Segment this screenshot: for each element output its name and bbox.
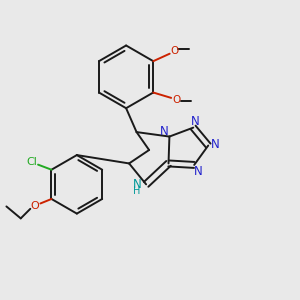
- Text: O: O: [30, 201, 39, 211]
- Text: N: N: [194, 165, 202, 178]
- Text: N: N: [191, 115, 200, 128]
- Text: O: O: [170, 46, 178, 56]
- Text: N: N: [133, 178, 142, 191]
- Text: Cl: Cl: [27, 157, 38, 167]
- Text: N: N: [211, 138, 220, 151]
- Text: N: N: [160, 125, 168, 138]
- Text: H: H: [134, 186, 141, 196]
- Text: O: O: [172, 95, 181, 105]
